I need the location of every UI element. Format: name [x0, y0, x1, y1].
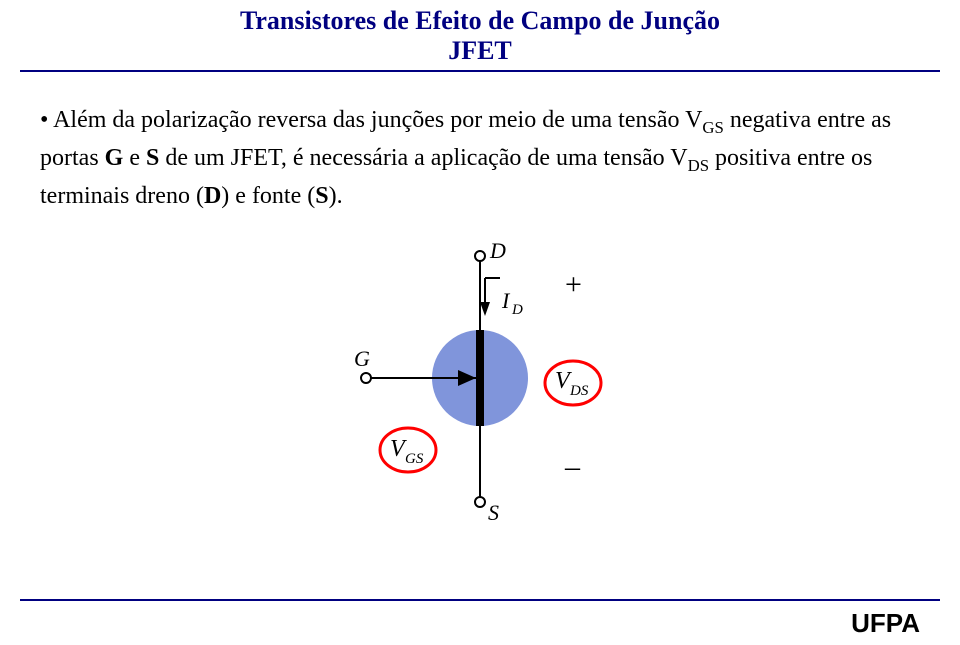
figure: D I D + — [40, 238, 920, 523]
para-d: D — [204, 183, 221, 209]
content: • Além da polarização reversa das junçõe… — [40, 102, 920, 523]
para-mid5: ) e fonte ( — [221, 183, 315, 209]
label-i: I — [501, 288, 511, 313]
footer-label: UFPA — [851, 608, 920, 639]
para-g: G — [105, 145, 124, 171]
para-end: ). — [329, 183, 343, 209]
para-s2: S — [315, 183, 328, 209]
label-vds-sub: DS — [569, 383, 589, 399]
title-line-2: JFET — [0, 36, 960, 66]
jfet-diagram: D I D + — [330, 238, 630, 523]
label-d: D — [489, 238, 506, 263]
para-sub2: DS — [688, 156, 709, 175]
para-mid2: e — [123, 145, 146, 171]
label-plus: + — [565, 268, 582, 301]
para-mid3: de um JFET, é necessária a aplicação de … — [159, 145, 687, 171]
label-minus: – — [564, 450, 581, 483]
top-rule — [20, 70, 940, 72]
para-s: S — [146, 145, 159, 171]
paragraph: • Além da polarização reversa das junçõe… — [40, 102, 920, 214]
label-s: S — [488, 500, 499, 523]
title-block: Transistores de Efeito de Campo de Junçã… — [0, 0, 960, 66]
page: Transistores de Efeito de Campo de Junçã… — [0, 0, 960, 645]
label-vgs-sub: GS — [405, 451, 424, 467]
title-line-1: Transistores de Efeito de Campo de Junçã… — [0, 6, 960, 36]
footer-rule — [20, 599, 940, 601]
label-g: G — [354, 346, 370, 371]
para-sub1: GS — [702, 118, 723, 137]
para-pre1: Além da polarização reversa das junções … — [48, 107, 702, 133]
label-i-sub: D — [511, 302, 523, 318]
